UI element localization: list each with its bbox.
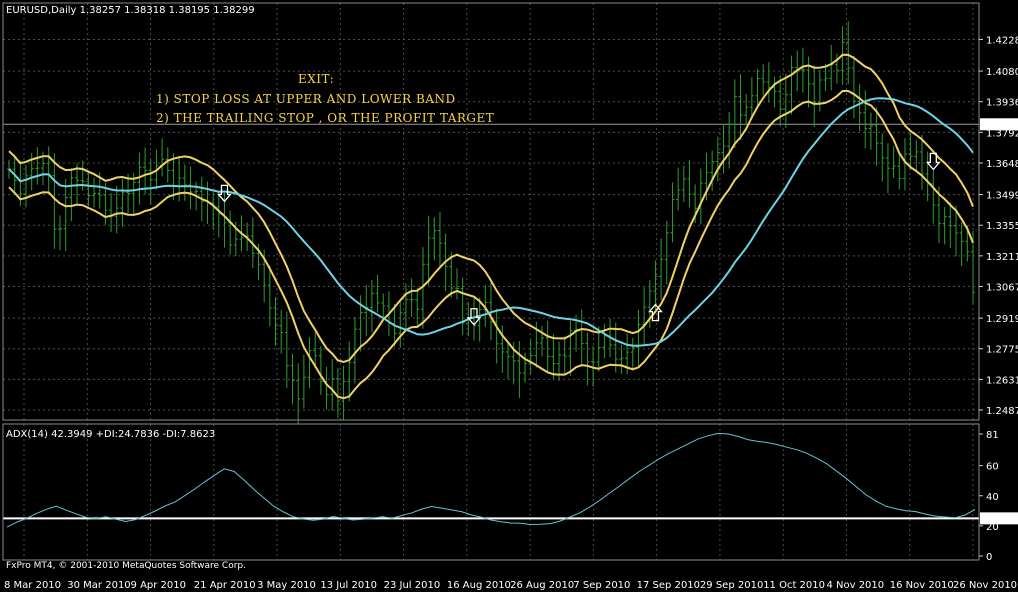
date-tick-label: 8 Mar 2010 (4, 580, 61, 591)
adx-level-box (980, 512, 1018, 525)
date-tick-label: 13 Jul 2010 (320, 580, 377, 591)
current-price-label: 1.38299 (983, 120, 1018, 131)
moving-average-line (8, 97, 974, 347)
grid (3, 3, 979, 560)
price-tick-label: 1.30675 (986, 282, 1018, 293)
adx-label: ADX(14) 42.3949 +DI:24.7836 -DI:7.8623 (6, 429, 215, 440)
adx-tick-label: 60 (986, 462, 999, 473)
date-tick-label: 4 Nov 2010 (826, 580, 884, 591)
buy-arrow-1 (648, 303, 663, 322)
lower-envelope-line (8, 90, 974, 400)
adx-tick-label: 40 (986, 492, 999, 503)
sell-arrow-3-shape (925, 152, 941, 171)
sell-arrow-1-shape (217, 184, 232, 203)
date-tick-label: 3 May 2010 (257, 580, 316, 591)
date-tick-label: 16 Nov 2010 (890, 580, 954, 591)
price-bars (7, 21, 975, 424)
adx-tick-label: 0 (986, 552, 992, 563)
annotation-stop-loss: 1) STOP LOSS AT UPPER AND LOWER BAND (156, 92, 456, 106)
price-tick-label: 1.42285 (986, 35, 1018, 46)
sell-arrow-1 (217, 184, 232, 203)
price-tick-label: 1.34995 (986, 191, 1018, 202)
date-tick-label: 16 Aug 2010 (447, 580, 511, 591)
date-tick-label: 9 Apr 2010 (131, 580, 186, 591)
annotation-exit: EXIT: (298, 72, 334, 86)
signal-arrows (217, 152, 941, 326)
price-tick-label: 1.26310 (986, 375, 1018, 386)
annotation-trailing-stop: 2) THE TRAILING STOP , OR THE PROFIT TAR… (156, 111, 494, 125)
sell-arrow-2-shape (466, 308, 482, 326)
date-tick-label: 7 Sep 2010 (573, 580, 630, 591)
adx-line (6, 432, 976, 528)
date-tick-label: 17 Sep 2010 (637, 580, 700, 591)
price-tick-label: 1.24870 (986, 406, 1018, 417)
upper-envelope-line (8, 53, 974, 364)
buy-arrow-1-shape (648, 303, 663, 322)
date-tick-label: 21 Apr 2010 (194, 580, 256, 591)
date-tick-label: 29 Sep 2010 (700, 580, 763, 591)
date-tick-label: 23 Jul 2010 (384, 580, 441, 591)
adx-panel (3, 432, 979, 528)
price-tick-label: 1.36480 (986, 159, 1018, 170)
moving-average-lines (8, 53, 974, 400)
price-panel-frame (2, 2, 980, 421)
price-tick-label: 1.40800 (986, 67, 1018, 78)
date-tick-label: 11 Oct 2010 (763, 580, 825, 591)
price-tick-label: 1.33555 (986, 221, 1018, 232)
sell-arrow-2 (466, 308, 482, 326)
adx-tick-label: 20 (986, 522, 999, 533)
price-tick-label: 1.37920 (986, 128, 1018, 139)
current-price-box (980, 118, 1018, 131)
price-tick-label: 1.29190 (986, 314, 1018, 325)
date-tick-label: 26 Nov 2010 (953, 580, 1017, 591)
sell-arrow-3 (925, 152, 941, 171)
price-tick-label: 1.39360 (986, 98, 1018, 109)
symbol-label: EURUSD,Daily 1.38257 1.38318 1.38195 1.3… (6, 5, 255, 16)
adx-panel-frame (2, 423, 980, 561)
adx-level-label: 25.0000 (982, 514, 1018, 525)
date-tick-label: 26 Aug 2010 (510, 580, 574, 591)
adx-tick-label: 81 (986, 430, 999, 441)
date-tick-label: 30 Mar 2010 (67, 580, 130, 591)
copyright-label: FxPro MT4, © 2001-2010 MetaQuotes Softwa… (6, 561, 246, 571)
price-tick-label: 1.27750 (986, 345, 1018, 356)
price-tick-label: 1.32115 (986, 252, 1018, 263)
